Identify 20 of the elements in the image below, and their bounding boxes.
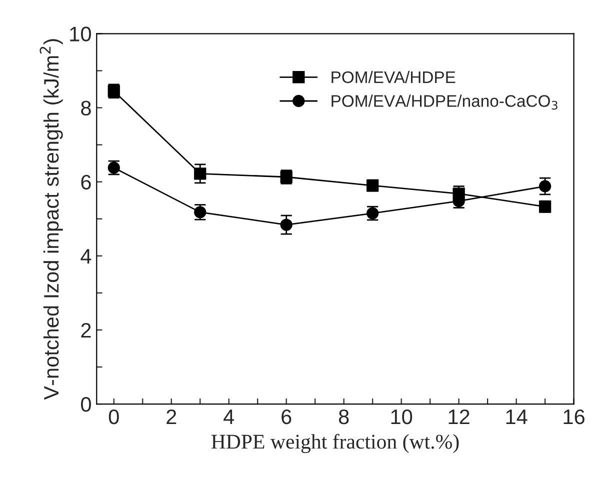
y-tick-label: 0: [81, 397, 91, 412]
y-tick-label: 10: [70, 26, 91, 42]
x-tick-label: 12: [448, 409, 470, 424]
y-tick-label: 2: [81, 322, 91, 338]
x-tick-label: 8: [338, 409, 349, 424]
x-tick-label: 14: [506, 410, 528, 424]
y-tick-label: 6: [81, 174, 91, 190]
x-tick-label: 6: [282, 409, 292, 424]
x-axis-title: HDPE weight fraction (wt.%): [211, 434, 459, 454]
point: [538, 180, 552, 192]
x-tick-label: 4: [224, 410, 234, 424]
x-tick-label: 0: [108, 409, 119, 424]
legend-label: POM/EVA/HDPE: [332, 70, 456, 84]
x-tick-label: 16: [564, 409, 584, 424]
x-tick-label: 10: [391, 409, 412, 424]
x-tick-label: 2: [166, 409, 176, 424]
y-axis-title: V-notched Izod impact strength (kJ/m$^{2}$): [40, 39, 63, 400]
y-tick-label: 8: [81, 100, 91, 116]
legend-label: POM/EVA/HDPE/nano-CaCO$_{3}$: [332, 94, 558, 110]
y-tick-label: 4: [80, 249, 92, 264]
